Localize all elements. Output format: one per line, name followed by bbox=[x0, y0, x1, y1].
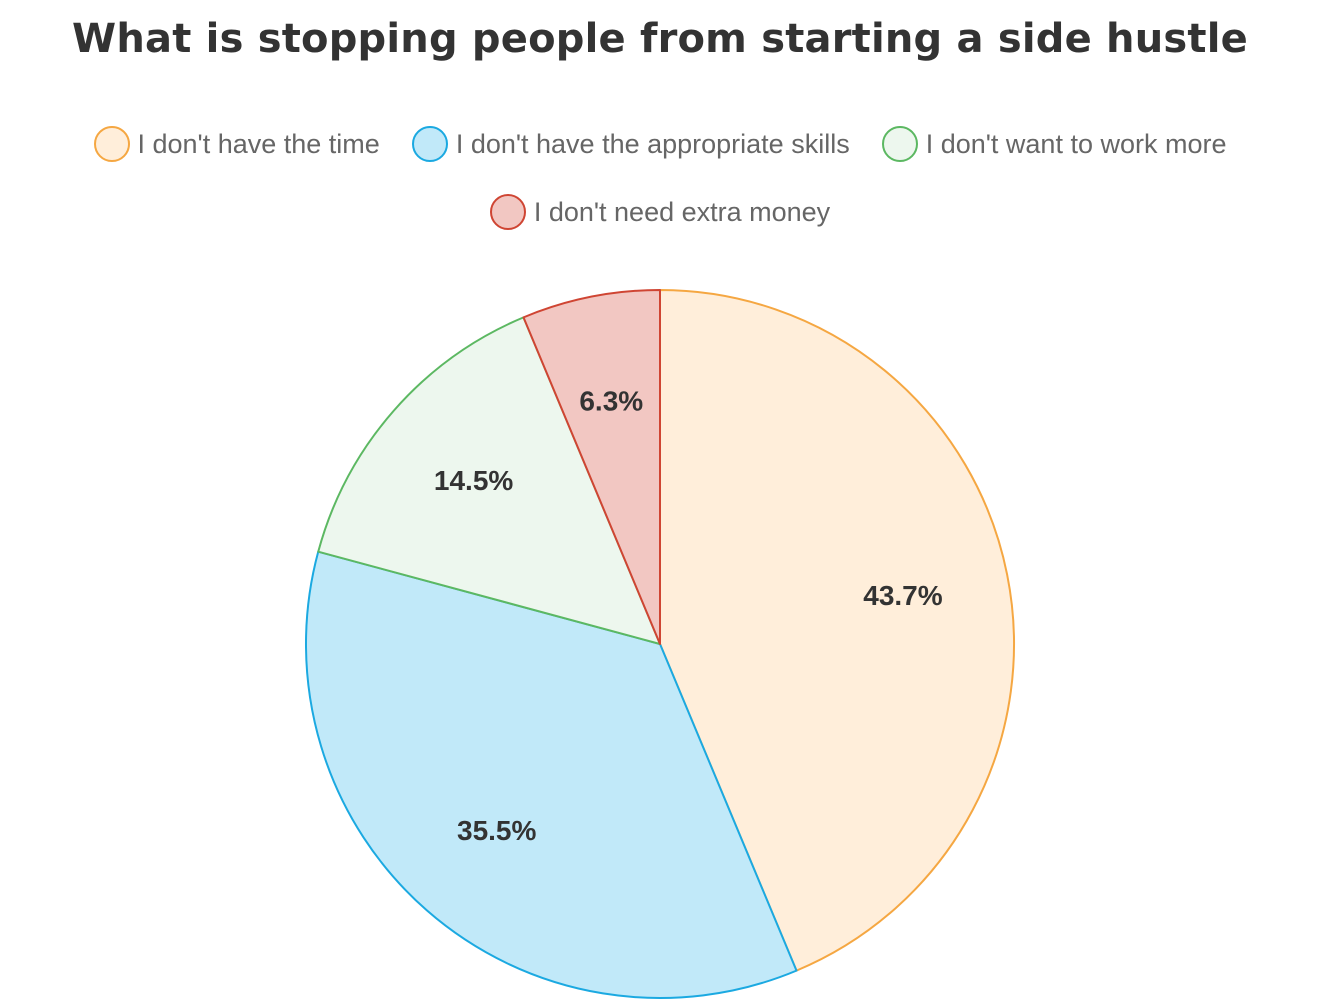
slice-no-time-label: 43.7% bbox=[863, 580, 942, 611]
legend-item-no-more-work[interactable]: I don't want to work more bbox=[881, 126, 1227, 162]
chart-title: What is stopping people from starting a … bbox=[72, 16, 1248, 62]
legend-item-no-time[interactable]: I don't have the time bbox=[93, 126, 380, 162]
slice-no-money-need[interactable] bbox=[522, 289, 661, 645]
slice-no-skills-label: 35.5% bbox=[457, 815, 536, 846]
slice-no-more-work[interactable] bbox=[317, 316, 661, 645]
pie-slice-labels: 43.7% 35.5% 14.5% 6.3% bbox=[434, 386, 943, 846]
slice-no-time[interactable] bbox=[659, 289, 1015, 972]
legend-swatch-no-money-need bbox=[489, 194, 526, 230]
slice-no-more-work-label: 14.5% bbox=[434, 465, 513, 496]
slice-no-money-need-label: 6.3% bbox=[579, 386, 643, 417]
legend-item-no-skills[interactable]: I don't have the appropriate skills bbox=[411, 126, 850, 162]
legend-label-no-time: I don't have the time bbox=[137, 128, 380, 159]
legend-label-no-skills: I don't have the appropriate skills bbox=[455, 128, 850, 159]
legend-item-no-money-need[interactable]: I don't need extra money bbox=[489, 194, 831, 230]
legend-swatch-no-skills bbox=[411, 126, 448, 162]
legend-label-no-more-work: I don't want to work more bbox=[925, 128, 1227, 159]
slice-no-skills[interactable] bbox=[304, 550, 798, 1000]
pie-slices bbox=[304, 289, 1015, 1000]
legend-row-1: I don't have the time I don't have the a… bbox=[0, 126, 1320, 162]
legend-swatch-no-time bbox=[93, 126, 130, 162]
legend-row-2: I don't need extra money bbox=[0, 194, 1320, 230]
legend-label-no-money-need: I don't need extra money bbox=[533, 196, 831, 227]
legend-swatch-no-more-work bbox=[881, 126, 918, 162]
